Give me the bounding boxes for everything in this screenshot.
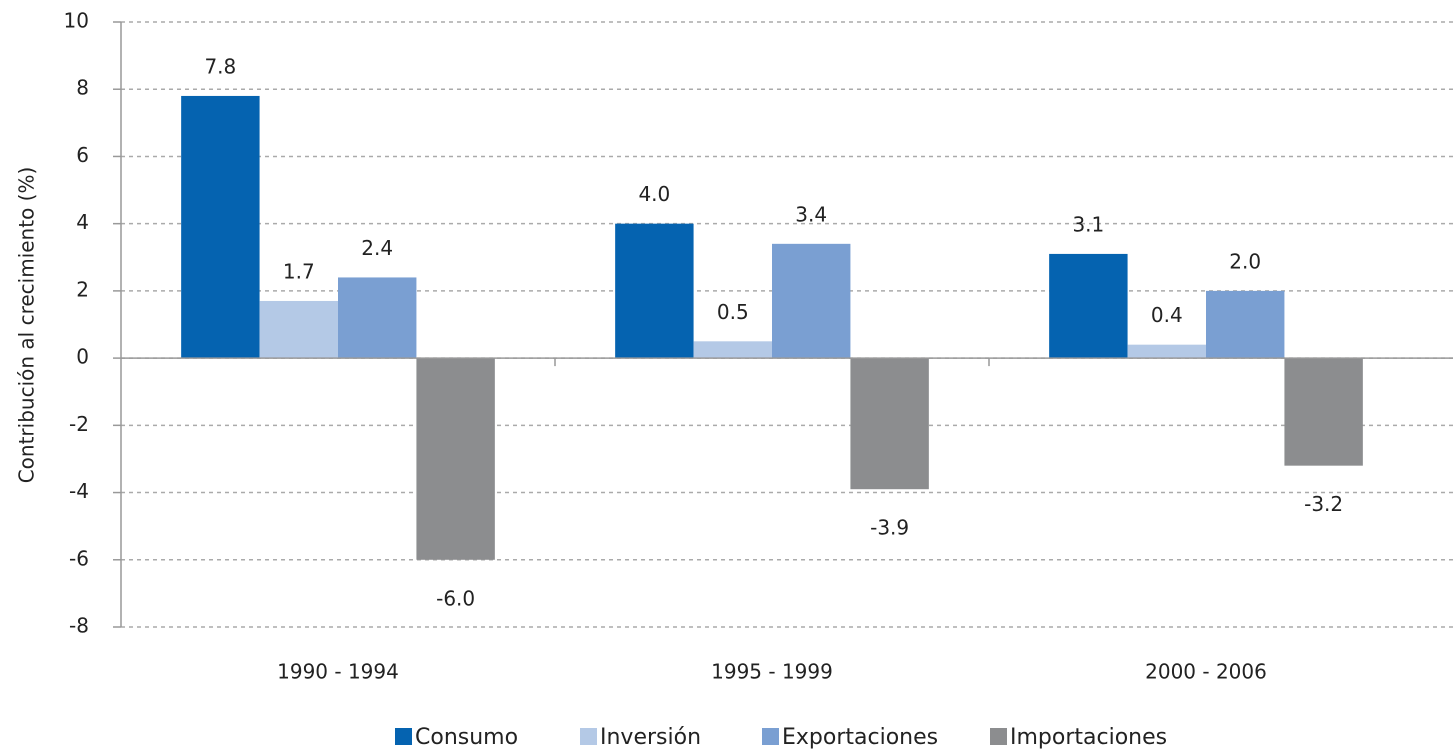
- legend-label: Importaciones: [1010, 725, 1167, 750]
- y-tick-label: -2: [69, 412, 89, 436]
- bar: [1284, 358, 1363, 466]
- data-label: 2.4: [361, 236, 393, 260]
- data-label: -3.9: [870, 516, 909, 540]
- bar: [850, 358, 929, 490]
- data-label: 4.0: [638, 182, 670, 206]
- bar: [181, 95, 260, 359]
- bar: [1206, 290, 1285, 359]
- y-tick-label: -6: [69, 546, 89, 570]
- x-tick-label: 2000 - 2006: [1145, 660, 1267, 684]
- legend-swatch: [990, 728, 1007, 745]
- bar: [1049, 253, 1128, 359]
- data-label: -3.2: [1304, 492, 1343, 516]
- legend-label: Consumo: [415, 725, 518, 750]
- y-tick-label: 2: [76, 277, 89, 301]
- bar: [338, 277, 417, 359]
- legend-swatch: [762, 728, 779, 745]
- y-tick-label: -4: [69, 479, 89, 503]
- data-label: 0.5: [717, 300, 749, 324]
- data-label: 3.1: [1072, 212, 1104, 236]
- data-label: 1.7: [283, 259, 315, 283]
- bar: [1127, 344, 1206, 359]
- legend-label: Exportaciones: [782, 725, 938, 750]
- y-axis-title: Contribución al crecimiento (%): [15, 167, 39, 484]
- y-tick-label: 10: [64, 9, 89, 33]
- bar: [416, 358, 495, 560]
- data-label: 2.0: [1229, 249, 1261, 273]
- legend-swatch: [395, 728, 412, 745]
- y-tick-label: 0: [76, 345, 89, 369]
- data-label: 7.8: [204, 54, 236, 78]
- x-tick-label: 1995 - 1999: [711, 660, 833, 684]
- bar: [259, 300, 338, 359]
- x-tick-label: 1990 - 1994: [277, 660, 399, 684]
- legend-label: Inversión: [600, 725, 701, 750]
- bar: [615, 223, 694, 359]
- y-tick-label: 6: [76, 143, 89, 167]
- data-label: 0.4: [1151, 303, 1183, 327]
- bar: [772, 243, 851, 359]
- data-label: -6.0: [436, 586, 475, 610]
- legend-swatch: [580, 728, 597, 745]
- y-tick-label: -8: [69, 614, 89, 638]
- data-label: 3.4: [795, 202, 827, 226]
- y-tick-label: 4: [76, 210, 89, 234]
- bar: [693, 341, 772, 359]
- y-tick-label: 8: [76, 76, 89, 100]
